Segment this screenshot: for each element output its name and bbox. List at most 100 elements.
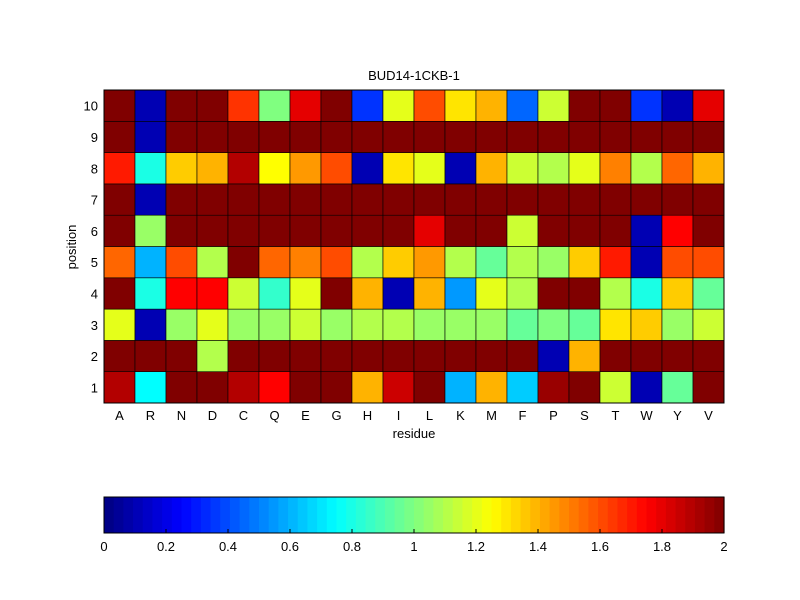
y-tick-label-5: 5	[91, 255, 98, 270]
heatmap-cell-N-9	[165, 121, 198, 153]
heatmap-cell-Y-3	[661, 308, 694, 341]
colorbar-step	[559, 497, 570, 533]
heatmap-cell-M-9	[475, 121, 508, 153]
heatmap-cell-P-3	[537, 308, 570, 341]
heatmap-cell-F-5	[506, 246, 539, 279]
heatmap-cell-S-6	[568, 214, 601, 247]
colorbar-step	[191, 497, 202, 533]
heatmap-cell-A-2	[103, 340, 136, 372]
colorbar-step	[443, 497, 454, 533]
colorbar-tick-label-2: 2	[720, 539, 727, 554]
heatmap-cell-N-5	[165, 246, 198, 279]
colorbar-step	[520, 497, 531, 533]
heatmap-cell-V-2	[692, 340, 725, 372]
heatmap-cell-M-1	[475, 371, 508, 404]
heatmap-cell-R-8	[134, 152, 167, 185]
colorbar-tick-label-0.2: 0.2	[157, 539, 175, 554]
colorbar-step	[472, 497, 483, 533]
heatmap-cell-L-9	[413, 121, 446, 153]
colorbar-step	[336, 497, 347, 533]
heatmap-cell-D-9	[196, 121, 229, 153]
colorbar-step	[404, 497, 415, 533]
y-tick-label-2: 2	[91, 349, 98, 364]
heatmap-cell-M-3	[475, 308, 508, 341]
heatmap-cell-T-10	[599, 89, 632, 122]
heatmap-cell-V-6	[692, 214, 725, 247]
heatmap-cell-A-8	[103, 152, 136, 185]
colorbar-step	[317, 497, 328, 533]
heatmap-cell-M-2	[475, 340, 508, 372]
heatmap-cell-S-5	[568, 246, 601, 279]
heatmap-cell-E-8	[289, 152, 322, 185]
heatmap-cell-W-6	[630, 214, 663, 247]
heatmap-cell-M-7	[475, 183, 508, 216]
colorbar-step	[617, 497, 628, 533]
heatmap-cell-T-8	[599, 152, 632, 185]
y-tick-label-9: 9	[91, 130, 98, 145]
colorbar-step	[414, 497, 425, 533]
heatmap-cell-I-6	[382, 214, 415, 247]
heatmap-cell-K-5	[444, 246, 477, 279]
heatmap-cell-V-8	[692, 152, 725, 185]
heatmap-cell-E-4	[289, 277, 322, 310]
colorbar-tick-label-1.6: 1.6	[591, 539, 609, 554]
x-tick-label-L: L	[426, 408, 433, 423]
heatmap-cell-S-4	[568, 277, 601, 310]
colorbar-step	[588, 497, 599, 533]
heatmap-cell-H-9	[351, 121, 384, 153]
heatmap-cell-W-5	[630, 246, 663, 279]
heatmap-cell-Q-4	[258, 277, 291, 310]
heatmap-cell-C-1	[227, 371, 260, 404]
colorbar-step	[249, 497, 260, 533]
heatmap-cell-W-1	[630, 371, 663, 404]
x-tick-label-D: D	[208, 408, 217, 423]
colorbar-step	[152, 497, 163, 533]
heatmap-cell-H-1	[351, 371, 384, 404]
heatmap-cell-A-3	[103, 308, 136, 341]
heatmap-cell-N-8	[165, 152, 198, 185]
heatmap-cell-Y-5	[661, 246, 694, 279]
heatmap-cell-N-4	[165, 277, 198, 310]
heatmap-cell-H-2	[351, 340, 384, 372]
heatmap-cell-P-2	[537, 340, 570, 372]
colorbar-step	[462, 497, 473, 533]
heatmap-cell-N-1	[165, 371, 198, 404]
heatmap-cell-Q-10	[258, 89, 291, 122]
heatmap-cell-C-2	[227, 340, 260, 372]
x-tick-label-T: T	[612, 408, 620, 423]
heatmap-cell-V-3	[692, 308, 725, 341]
heatmap-cell-K-10	[444, 89, 477, 122]
colorbar-step	[694, 497, 706, 533]
heatmap-cell-S-2	[568, 340, 601, 372]
colorbar-step	[539, 497, 551, 533]
heatmap-cell-Q-1	[258, 371, 291, 404]
heatmap-cell-A-4	[103, 277, 136, 310]
heatmap-cell-L-7	[413, 183, 446, 216]
heatmap-cell-F-10	[506, 89, 539, 122]
heatmap-cell-L-3	[413, 308, 446, 341]
heatmap-cell-E-7	[289, 183, 322, 216]
heatmap-cell-L-1	[413, 371, 446, 404]
heatmap-cell-H-7	[351, 183, 384, 216]
colorbar-step	[384, 497, 396, 533]
heatmap-cell-R-4	[134, 277, 167, 310]
heatmap-cell-F-6	[506, 214, 539, 247]
heatmap-cell-S-10	[568, 89, 601, 122]
x-tick-label-F: F	[519, 408, 527, 423]
heatmap-cell-G-5	[320, 246, 353, 279]
y-tick-label-8: 8	[91, 161, 98, 176]
heatmap-cell-M-4	[475, 277, 508, 310]
heatmap-cell-Q-6	[258, 214, 291, 247]
heatmap-cell-R-3	[134, 308, 167, 341]
heatmap-cell-Y-6	[661, 214, 694, 247]
colorbar-tick-label-0: 0	[100, 539, 107, 554]
heatmap-cell-T-3	[599, 308, 632, 341]
colorbar-tick-label-0.8: 0.8	[343, 539, 361, 554]
heatmap-cell-V-9	[692, 121, 725, 153]
heatmap-cell-F-7	[506, 183, 539, 216]
heatmap-cell-V-1	[692, 371, 725, 404]
heatmap-cell-Q-7	[258, 183, 291, 216]
heatmap-cell-Y-7	[661, 183, 694, 216]
